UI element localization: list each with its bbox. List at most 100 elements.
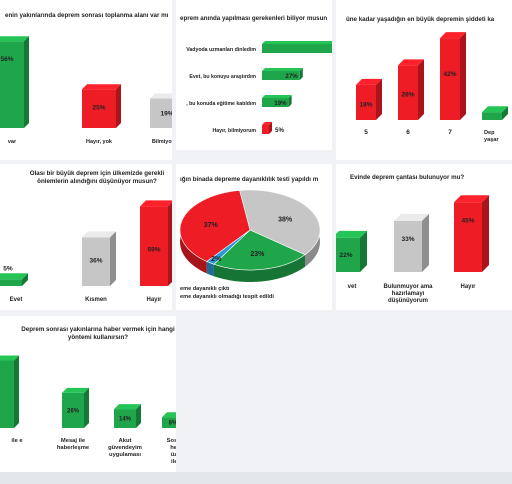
- bar-top: [394, 213, 429, 221]
- data-label: 8%: [169, 421, 176, 427]
- bar-front: [262, 71, 300, 80]
- pie-slice: [213, 229, 306, 271]
- bar-front: [398, 65, 418, 120]
- bar-front: [262, 125, 269, 134]
- bar: [82, 231, 116, 286]
- bar-side: [360, 230, 367, 272]
- bar: [398, 59, 424, 120]
- bar-side: [22, 273, 28, 286]
- bar-top: [82, 231, 116, 238]
- bar: [394, 213, 429, 272]
- bar-top: [0, 36, 29, 42]
- chart-title: enin yakınlarında deprem sonrası toplanm…: [5, 12, 169, 19]
- panel-earthquake-magnitude: üne kadar yaşadığın en büyük depremin şi…: [336, 0, 512, 160]
- bar-top: [150, 93, 172, 99]
- bar-top: [140, 200, 172, 207]
- category-label: iletişim: [171, 459, 176, 465]
- bar-front: [0, 360, 14, 428]
- chart-title: üne kadar yaşadığın en büyük depremin şi…: [346, 16, 495, 23]
- footer-bar: [0, 472, 512, 484]
- category-label: var: [8, 139, 17, 145]
- category-label: Dep: [484, 130, 495, 136]
- data-label: 33%: [401, 236, 414, 243]
- data-label: 56%: [0, 56, 13, 63]
- pie-slice: [239, 189, 321, 256]
- data-label: 26%: [67, 408, 80, 414]
- category-label: Bilmiyorum: [152, 139, 172, 145]
- data-label: 27%: [285, 73, 298, 80]
- bar: [140, 200, 172, 286]
- category-label: yaşar: [484, 137, 499, 143]
- category-label: Evet, bu konuyu araştırdım: [189, 74, 256, 80]
- pie-slice: [179, 190, 251, 262]
- bar-side: [502, 106, 508, 120]
- chart-title: Olası bir büyük deprem için ülkemizde ge…: [29, 170, 165, 185]
- bar-side: [288, 95, 292, 107]
- data-label: 5%: [275, 127, 284, 134]
- bar-top: [398, 59, 424, 66]
- category-label: Hayır, bilmiyorum: [212, 128, 256, 134]
- category-label: Akut: [119, 438, 132, 444]
- legend-item: eme dayanıklı olmadığı tespit edildi: [180, 294, 274, 300]
- category-label: uygulaması: [109, 452, 141, 458]
- pie-legend: eme dayanıklı çıktı eme dayanıklı olmadı…: [180, 285, 274, 301]
- data-label: 5%: [3, 265, 13, 272]
- bar: [440, 32, 466, 120]
- pie-chart: 38% 23% 2% 37%: [179, 189, 321, 282]
- data-label: 28%: [401, 92, 414, 99]
- bar-top: [356, 78, 382, 85]
- bar-side: [24, 36, 29, 129]
- category-label: Bulunmuyor ama: [383, 284, 433, 290]
- bar: [336, 230, 367, 272]
- category-label: haberleşme: [57, 445, 90, 451]
- bar-front: [82, 89, 116, 128]
- bar-top: [262, 41, 332, 44]
- bar-top: [162, 412, 176, 418]
- bar-front: [356, 84, 376, 120]
- bar-front: [114, 409, 136, 428]
- bar-top: [454, 195, 489, 203]
- bar-front: [454, 202, 482, 272]
- data-label: 59%: [147, 246, 160, 253]
- data-label: 23%: [250, 251, 265, 258]
- bar: [454, 195, 489, 272]
- bar: [0, 36, 29, 129]
- bar-side: [116, 84, 121, 128]
- bar-front: [82, 237, 110, 286]
- bar-top: [336, 230, 367, 238]
- bar-top: [440, 32, 466, 39]
- bar: [262, 122, 272, 134]
- data-label: 18%: [359, 101, 372, 108]
- bar-front: [440, 38, 460, 120]
- bar-top: [114, 404, 141, 410]
- bar-top: [262, 122, 272, 125]
- data-label: 45%: [461, 217, 474, 224]
- bar: [150, 93, 172, 128]
- category-label: üzerind: [171, 452, 176, 458]
- bar-chart: 56% 25% 19% var Hayır, yok Bilmiyorum: [0, 36, 172, 145]
- bar-top: [0, 355, 19, 361]
- bar-top: [0, 273, 28, 280]
- bar-top: [262, 95, 292, 98]
- bar-side: [269, 122, 272, 134]
- data-label: 36%: [89, 257, 102, 264]
- bar: [114, 404, 141, 428]
- bar: [162, 412, 176, 428]
- bar-side: [299, 68, 303, 80]
- bar-side: [482, 195, 489, 272]
- data-label: 22%: [339, 252, 352, 259]
- bar-side: [418, 59, 424, 120]
- pie-slice-side: [206, 261, 214, 277]
- panel-gathering-area: enin yakınlarında deprem sonrası toplanm…: [0, 0, 172, 160]
- category-label: ile e: [11, 438, 23, 444]
- category-label: , bu konuda eğitime katıldım: [186, 101, 256, 107]
- chart-title: Evinde deprem çantası bulunuyor mu?: [350, 174, 465, 181]
- legend-item: eme dayanıklı çıktı: [180, 286, 230, 292]
- bar-side: [136, 404, 141, 428]
- panel-precautions: Olası bir büyük deprem için ülkemizde ge…: [0, 164, 172, 310]
- bar-front: [0, 41, 24, 129]
- bar: [262, 68, 303, 80]
- chart-title: ığın binada depreme dayanıklılık testi y…: [180, 176, 319, 183]
